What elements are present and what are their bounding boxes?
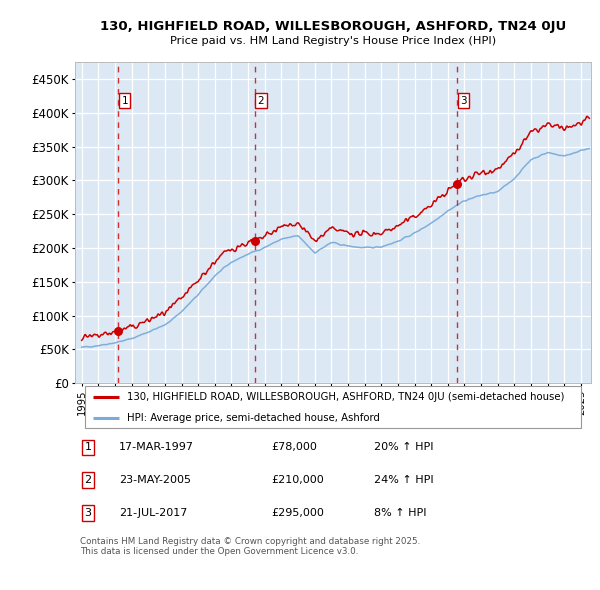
Text: Contains HM Land Registry data © Crown copyright and database right 2025.
This d: Contains HM Land Registry data © Crown c… xyxy=(80,537,421,556)
Text: 8% ↑ HPI: 8% ↑ HPI xyxy=(374,508,427,518)
Text: £78,000: £78,000 xyxy=(271,442,317,453)
Text: 23-MAY-2005: 23-MAY-2005 xyxy=(119,475,191,485)
Text: 24% ↑ HPI: 24% ↑ HPI xyxy=(374,475,434,485)
Text: HPI: Average price, semi-detached house, Ashford: HPI: Average price, semi-detached house,… xyxy=(127,412,379,422)
Text: £210,000: £210,000 xyxy=(271,475,324,485)
Text: 1: 1 xyxy=(121,96,128,106)
Text: £295,000: £295,000 xyxy=(271,508,324,518)
Text: 21-JUL-2017: 21-JUL-2017 xyxy=(119,508,187,518)
Text: Price paid vs. HM Land Registry's House Price Index (HPI): Price paid vs. HM Land Registry's House … xyxy=(170,37,496,46)
Text: 3: 3 xyxy=(460,96,467,106)
Text: 20% ↑ HPI: 20% ↑ HPI xyxy=(374,442,434,453)
Text: 130, HIGHFIELD ROAD, WILLESBOROUGH, ASHFORD, TN24 0JU: 130, HIGHFIELD ROAD, WILLESBOROUGH, ASHF… xyxy=(100,20,566,33)
Text: 17-MAR-1997: 17-MAR-1997 xyxy=(119,442,194,453)
Text: 1: 1 xyxy=(85,442,91,453)
Text: 2: 2 xyxy=(257,96,264,106)
Text: 3: 3 xyxy=(85,508,91,518)
FancyBboxPatch shape xyxy=(85,386,581,428)
Text: 130, HIGHFIELD ROAD, WILLESBOROUGH, ASHFORD, TN24 0JU (semi-detached house): 130, HIGHFIELD ROAD, WILLESBOROUGH, ASHF… xyxy=(127,392,564,402)
Text: 2: 2 xyxy=(85,475,91,485)
